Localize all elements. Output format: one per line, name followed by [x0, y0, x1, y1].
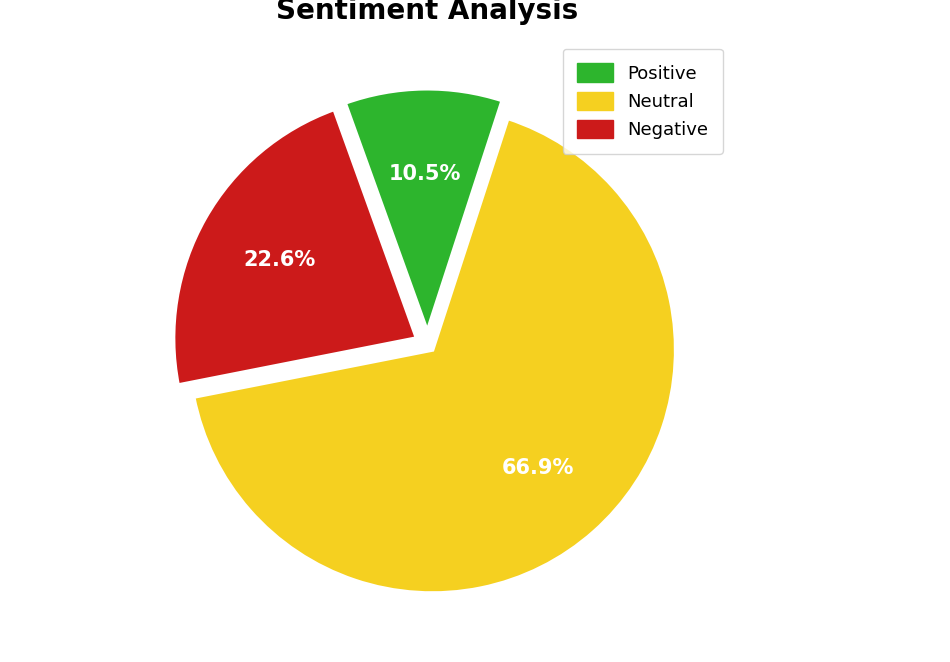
Wedge shape: [173, 109, 417, 385]
Wedge shape: [194, 118, 676, 593]
Title: Sentiment Analysis: Sentiment Analysis: [276, 0, 579, 25]
Text: 66.9%: 66.9%: [502, 458, 574, 478]
Legend: Positive, Neutral, Negative: Positive, Neutral, Negative: [562, 49, 723, 154]
Wedge shape: [345, 89, 503, 332]
Text: 10.5%: 10.5%: [389, 164, 461, 184]
Text: 22.6%: 22.6%: [243, 250, 315, 270]
